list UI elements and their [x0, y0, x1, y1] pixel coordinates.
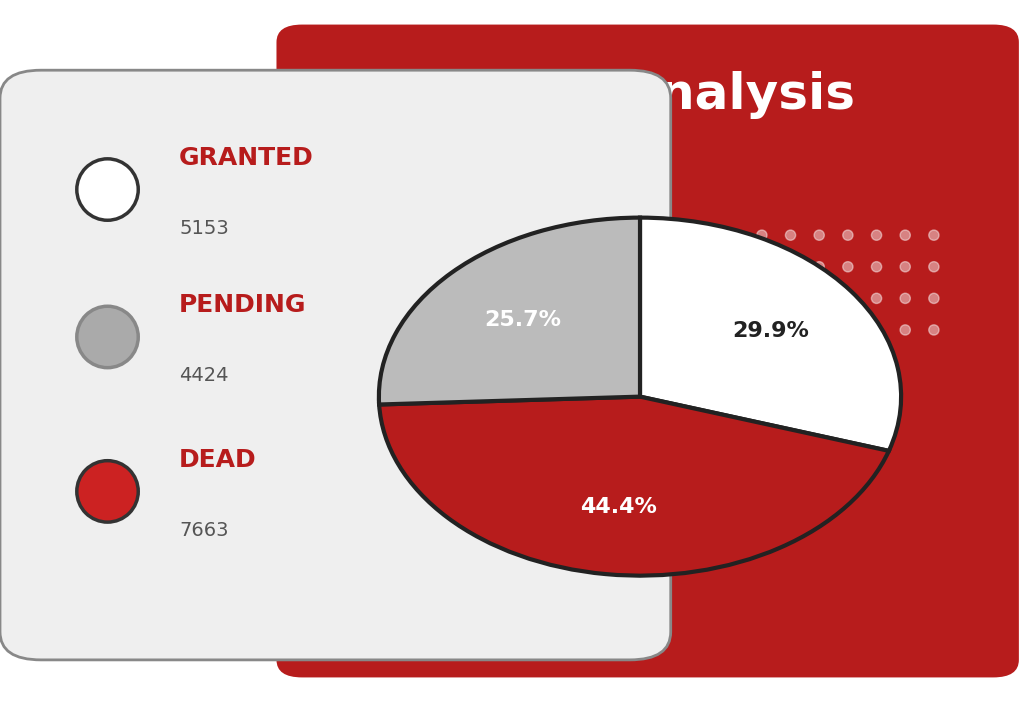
Text: 29.9%: 29.9% [732, 321, 809, 341]
Ellipse shape [699, 325, 710, 335]
Ellipse shape [77, 159, 138, 220]
Ellipse shape [757, 325, 767, 335]
Ellipse shape [929, 262, 939, 272]
Text: 5153: 5153 [179, 218, 229, 238]
Ellipse shape [785, 230, 796, 240]
Ellipse shape [871, 325, 882, 335]
Ellipse shape [871, 230, 882, 240]
Ellipse shape [929, 230, 939, 240]
Ellipse shape [900, 293, 910, 303]
Text: PENDING: PENDING [179, 293, 307, 317]
Ellipse shape [900, 262, 910, 272]
Ellipse shape [785, 293, 796, 303]
FancyBboxPatch shape [0, 70, 671, 660]
Ellipse shape [671, 325, 681, 335]
Ellipse shape [929, 325, 939, 335]
Ellipse shape [814, 262, 824, 272]
Wedge shape [379, 218, 640, 404]
Ellipse shape [843, 262, 853, 272]
Ellipse shape [671, 293, 681, 303]
Ellipse shape [900, 230, 910, 240]
Ellipse shape [699, 293, 710, 303]
Ellipse shape [843, 293, 853, 303]
Ellipse shape [785, 325, 796, 335]
Ellipse shape [871, 293, 882, 303]
Text: 7663: 7663 [179, 520, 228, 540]
Ellipse shape [871, 262, 882, 272]
Text: 4424: 4424 [179, 366, 228, 385]
Text: 44.4%: 44.4% [581, 496, 657, 517]
Ellipse shape [77, 306, 138, 368]
Ellipse shape [728, 230, 738, 240]
Text: DEAD: DEAD [179, 448, 257, 472]
FancyBboxPatch shape [276, 25, 1019, 677]
Ellipse shape [757, 262, 767, 272]
Ellipse shape [814, 325, 824, 335]
Wedge shape [640, 218, 901, 451]
Ellipse shape [814, 230, 824, 240]
Ellipse shape [728, 293, 738, 303]
Text: 25.7%: 25.7% [484, 310, 561, 330]
Text: Pie Chart Analysis: Pie Chart Analysis [343, 71, 855, 119]
Ellipse shape [929, 293, 939, 303]
Ellipse shape [671, 262, 681, 272]
Wedge shape [379, 397, 889, 576]
Ellipse shape [814, 293, 824, 303]
Ellipse shape [843, 230, 853, 240]
Ellipse shape [900, 325, 910, 335]
Ellipse shape [77, 461, 138, 522]
Ellipse shape [728, 262, 738, 272]
Ellipse shape [757, 293, 767, 303]
Ellipse shape [843, 325, 853, 335]
Ellipse shape [728, 325, 738, 335]
Ellipse shape [671, 230, 681, 240]
Ellipse shape [699, 262, 710, 272]
Text: GRANTED: GRANTED [179, 146, 314, 170]
Ellipse shape [757, 230, 767, 240]
Ellipse shape [785, 262, 796, 272]
Ellipse shape [699, 230, 710, 240]
